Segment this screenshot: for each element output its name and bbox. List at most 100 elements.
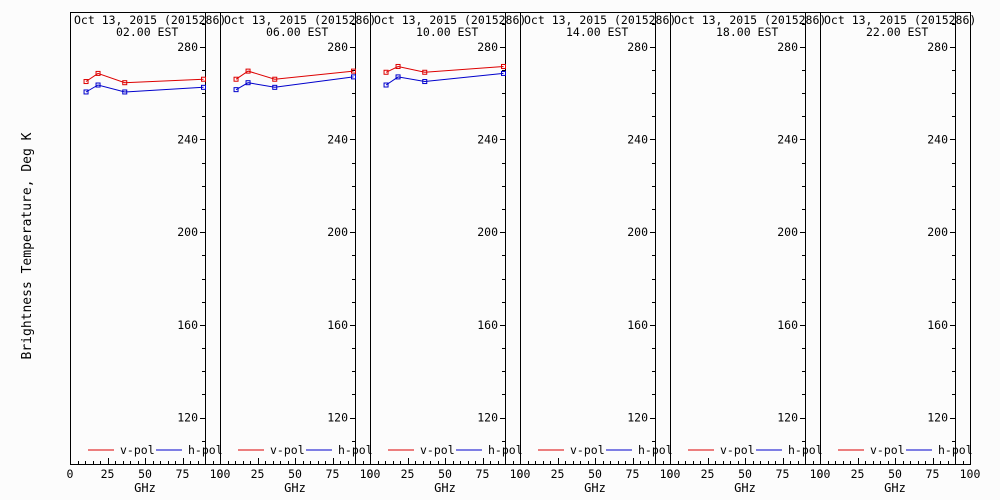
legend-label-h-pol: h-pol (188, 443, 223, 457)
x-axis-label: GHz (584, 481, 606, 495)
panel-frame (820, 12, 971, 465)
data-point-h-pol (272, 84, 278, 90)
y-tick-label: 240 (777, 132, 798, 146)
legend-label-v-pol: v-pol (570, 443, 605, 457)
panel-6: Oct 13, 2015 (2015286)22.00 EST 120 160 200… (817, 12, 981, 495)
panel-title: Oct 13, 2015 (2015286) (374, 13, 526, 27)
x-tick-label: 0 (367, 467, 374, 481)
panel-title: Oct 13, 2015 (2015286) (524, 13, 676, 27)
data-point-h-pol (95, 82, 101, 88)
data-point-h-pol (501, 70, 506, 76)
legend-label-v-pol: v-pol (420, 443, 455, 457)
y-tick-label: 240 (477, 132, 498, 146)
x-tick-label: 25 (401, 467, 415, 481)
panel-1: Oct 13, 2015 (2015286)02.00 EST 120 160 200… (67, 12, 230, 495)
data-point-v-pol (122, 80, 128, 86)
x-tick-label: 0 (817, 467, 824, 481)
x-tick-label: 0 (667, 467, 674, 481)
y-tick-label: 160 (927, 318, 948, 332)
x-tick-label: 75 (326, 467, 340, 481)
panel-subtitle: 22.00 EST (866, 25, 928, 39)
y-tick-label: 200 (777, 225, 798, 239)
y-tick-label: 280 (627, 40, 648, 54)
legend-label-v-pol: v-pol (120, 443, 155, 457)
panel-3: Oct 13, 2015 (2015286)10.00 EST 120 160 200… (367, 12, 530, 495)
panel-subtitle: 14.00 EST (566, 25, 628, 39)
x-tick-label: 0 (67, 467, 74, 481)
legend-label-v-pol: v-pol (870, 443, 905, 457)
y-tick-label: 280 (177, 40, 198, 54)
panel-subtitle: 02.00 EST (116, 25, 178, 39)
legend-label-h-pol: h-pol (338, 443, 373, 457)
data-point-h-pol (122, 89, 128, 95)
data-point-v-pol (245, 68, 251, 74)
x-axis-label: GHz (884, 481, 906, 495)
x-tick-label: 100 (810, 467, 831, 481)
panel-title: Oct 13, 2015 (2015286) (74, 13, 226, 27)
chart-panels: Oct 13, 2015 (2015286)02.00 EST120160200… (67, 12, 981, 495)
data-point-h-pol (201, 84, 206, 90)
y-tick-label: 240 (927, 132, 948, 146)
x-tick-label: 50 (588, 467, 602, 481)
series-line-h-pol (235, 76, 354, 91)
x-axis-label: GHz (284, 481, 306, 495)
x-tick-label: 25 (101, 467, 115, 481)
y-tick-label: 120 (927, 411, 948, 425)
y-tick-label: 120 (477, 411, 498, 425)
x-tick-label: 50 (888, 467, 902, 481)
data-point-v-pol (83, 79, 89, 85)
x-tick-label: 75 (776, 467, 790, 481)
y-tick-label: 240 (177, 132, 198, 146)
data-point-v-pol (395, 63, 401, 69)
x-tick-label: 25 (551, 467, 565, 481)
y-tick-label: 240 (627, 132, 648, 146)
panel-subtitle: 10.00 EST (416, 25, 478, 39)
x-tick-label: 100 (360, 467, 381, 481)
data-point-v-pol (422, 69, 428, 75)
data-point-h-pol (233, 87, 239, 93)
y-tick-label: 280 (927, 40, 948, 54)
y-tick-label: 280 (477, 40, 498, 54)
panel-title: Oct 13, 2015 (2015286) (824, 13, 976, 27)
panel-title: Oct 13, 2015 (2015286) (674, 13, 826, 27)
y-tick-label: 120 (777, 411, 798, 425)
x-tick-label: 75 (176, 467, 190, 481)
series-line-v-pol (85, 72, 204, 84)
legend-label-h-pol: h-pol (488, 443, 523, 457)
series-line-h-pol (85, 84, 204, 93)
x-tick-label: 75 (626, 467, 640, 481)
x-tick-label: 50 (738, 467, 752, 481)
x-tick-label: 100 (960, 467, 981, 481)
data-point-h-pol (383, 82, 389, 88)
y-axis-label: Brightness Temperature, Deg K (20, 132, 35, 359)
y-tick-label: 120 (177, 411, 198, 425)
legend-label-v-pol: v-pol (270, 443, 305, 457)
x-tick-label: 100 (660, 467, 681, 481)
x-axis-label: GHz (434, 481, 456, 495)
y-tick-label: 200 (477, 225, 498, 239)
x-tick-label: 0 (517, 467, 524, 481)
x-axis-label: GHz (734, 481, 756, 495)
y-tick-label: 280 (777, 40, 798, 54)
data-point-v-pol (272, 76, 278, 82)
data-point-v-pol (233, 76, 239, 82)
x-tick-label: 75 (926, 467, 940, 481)
panel-title: Oct 13, 2015 (2015286) (224, 13, 376, 27)
panel-subtitle: 06.00 EST (266, 25, 328, 39)
y-tick-label: 160 (177, 318, 198, 332)
x-tick-label: 50 (138, 467, 152, 481)
data-point-h-pol (395, 74, 401, 80)
data-point-v-pol (95, 70, 101, 76)
y-tick-label: 160 (327, 318, 348, 332)
x-tick-label: 75 (476, 467, 490, 481)
series-line-v-pol (385, 65, 504, 73)
x-axis-label: GHz (134, 481, 156, 495)
y-tick-label: 240 (327, 132, 348, 146)
data-point-h-pol (422, 79, 428, 85)
data-point-v-pol (201, 76, 206, 82)
x-tick-label: 0 (217, 467, 224, 481)
panel-2: Oct 13, 2015 (2015286)06.00 EST 120 160 200… (217, 12, 381, 495)
panel-4: Oct 13, 2015 (2015286)14.00 EST 120 160 200… (517, 12, 681, 495)
